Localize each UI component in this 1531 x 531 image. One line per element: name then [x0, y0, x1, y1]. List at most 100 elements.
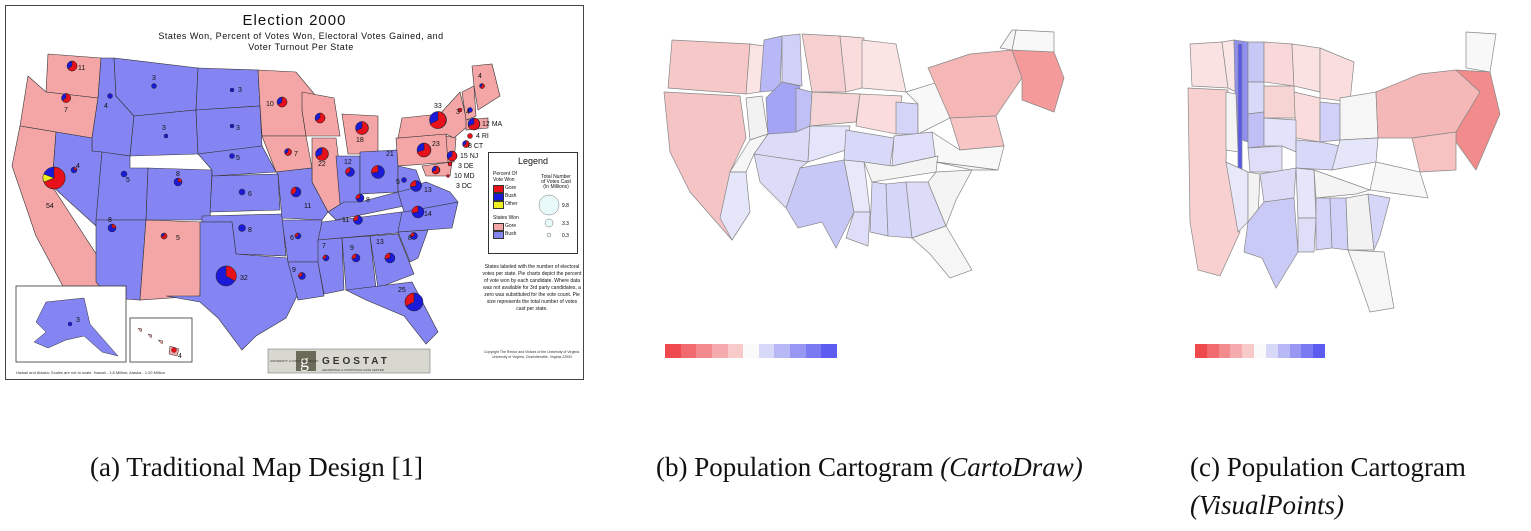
state-texas [165, 221, 303, 351]
map-subtitle-line-1: States Won, Percent of Votes Won, Electo… [158, 31, 444, 41]
caption-a: (a) Traditional Map Design [1] [90, 452, 423, 482]
cb-bin-8 [774, 344, 791, 358]
legend-label-other-vote: Other [505, 201, 518, 207]
us-election-map: 11 7 54 4 3 4 5 3 8 5 8 3 3 5 6 8 32 10 … [11, 53, 503, 374]
ev-label-me: 4 [478, 73, 482, 80]
cb-bin-7 [758, 344, 775, 358]
ev-label-tn: 11 [342, 217, 349, 224]
ev-label-nh: 4 [466, 109, 470, 116]
cartodraw-cartogram [650, 22, 1120, 367]
ev-label-sd: 3 [236, 125, 240, 132]
pie-massachusetts-gore [467, 117, 480, 131]
cb-mississippi [869, 181, 889, 237]
ev-label-nv: 4 [76, 163, 80, 170]
legend-states-heading: States Won [493, 215, 519, 221]
pie-south-carolina-gore [410, 232, 415, 238]
cb-nevada [745, 95, 769, 141]
ev-label-wv: 5 [396, 179, 400, 186]
cc-bin-6 [1254, 344, 1266, 358]
ev-label-ks: 6 [248, 191, 252, 198]
cb-pennsylvania [949, 115, 1005, 151]
state-maine [471, 63, 501, 111]
caption-c: (c) Population Cartogram (VisualPoints) [1190, 448, 1520, 524]
cc-sd [1247, 81, 1265, 115]
cartodraw-colorbar [665, 344, 838, 358]
cb-indiana [895, 101, 919, 135]
cc-virginia [1369, 161, 1429, 199]
pie-alabama-gore [351, 253, 357, 260]
pie-dc [446, 174, 450, 178]
pie-louisiana-gore [298, 272, 303, 278]
pie-connecticut-gore [462, 140, 470, 148]
ev-label-nm: 5 [176, 235, 180, 242]
pie-virginia-gore [410, 180, 417, 188]
cb-florida [911, 225, 973, 279]
pie-colorado-gore [177, 177, 183, 183]
legend-swatch-gore-vote [493, 185, 504, 193]
ev-label-ct: 8 CT [468, 143, 484, 150]
geostat-subtext: GEOSPATIAL & STATISTICAL DATA CENTER [322, 368, 385, 372]
cb-bin-3 [696, 344, 712, 358]
cb-bin-1 [665, 344, 681, 358]
map-explanatory-note: States labeled with the number of electo… [482, 264, 582, 312]
cc-louisiana [1297, 217, 1317, 253]
cc-washington [1189, 41, 1229, 89]
cb-kansas [807, 125, 851, 163]
ev-label-ga: 13 [376, 239, 384, 246]
geostat-g: g [300, 351, 309, 371]
cc-kansas [1263, 117, 1297, 153]
pie-ohio-gore [371, 165, 379, 174]
cb-bin-2 [680, 344, 697, 358]
visualpoints-colorbar [1195, 344, 1325, 358]
cc-new-england [1455, 69, 1501, 171]
visualpoints-map [1187, 31, 1501, 313]
cc-arkansas [1295, 167, 1317, 219]
legend-total-1: 9.8 [562, 203, 569, 209]
cb-washington [667, 39, 751, 95]
cc-kentucky [1331, 137, 1379, 171]
ev-label-de: 3 DE [458, 163, 474, 170]
ev-label-mo: 11 [304, 203, 311, 210]
state-florida [344, 281, 439, 345]
legend-percent-heading: Percent Of Vote Won [493, 171, 517, 183]
state-washington [45, 53, 102, 99]
legend-total-2: 3.3 [562, 221, 569, 227]
pie-georgia-gore [384, 252, 391, 260]
pie-california-other [42, 173, 55, 183]
pie-maine-gore [479, 83, 485, 89]
ev-label-ma: 12 MA [482, 121, 503, 128]
cb-nebraska [795, 87, 813, 133]
cc-pennsylvania [1411, 131, 1457, 173]
cb-michigan [861, 39, 907, 93]
state-mississippi [317, 237, 345, 295]
ev-label-ut: 5 [126, 177, 130, 184]
state-north-dakota [195, 67, 261, 111]
caption-b: (b) Population Cartogram (CartoDraw) [656, 448, 1106, 486]
cb-oklahoma [753, 153, 809, 209]
ev-label-ri: 4 RI [476, 133, 489, 140]
state-new-mexico [139, 219, 203, 301]
ev-label-in: 12 [344, 159, 352, 166]
pie-idaho [107, 93, 113, 99]
pie-tennessee-gore [353, 215, 359, 222]
pie-wisconsin-gore [315, 112, 326, 124]
legend-total-3: 0.3 [562, 233, 569, 239]
pie-alaska [67, 321, 73, 327]
cb-minnesota [801, 33, 847, 93]
legend-label-bush-state: Bush [505, 231, 517, 237]
hawaii-inset [129, 317, 193, 363]
pie-oklahoma [238, 224, 246, 232]
map-footnote: Hawaii and Alaska: Scales are not to sca… [16, 370, 165, 375]
pie-missouri-gore [290, 186, 297, 196]
legend-size-circles: 9.8 3.3 0.3 [538, 194, 569, 239]
state-wyoming [129, 109, 199, 157]
pie-vermont [457, 107, 463, 113]
pie-nebraska [229, 153, 235, 159]
pie-south-dakota [229, 123, 235, 129]
ev-label-fl: 25 [398, 287, 406, 294]
uva-library: UNIVERSITY of VIRGINIA LIBRARY [270, 359, 319, 363]
cc-bin-4 [1230, 344, 1243, 358]
ev-label-co: 8 [176, 171, 180, 178]
ev-label-nj: 15 NJ [460, 153, 478, 160]
pie-west-virginia [401, 177, 407, 183]
